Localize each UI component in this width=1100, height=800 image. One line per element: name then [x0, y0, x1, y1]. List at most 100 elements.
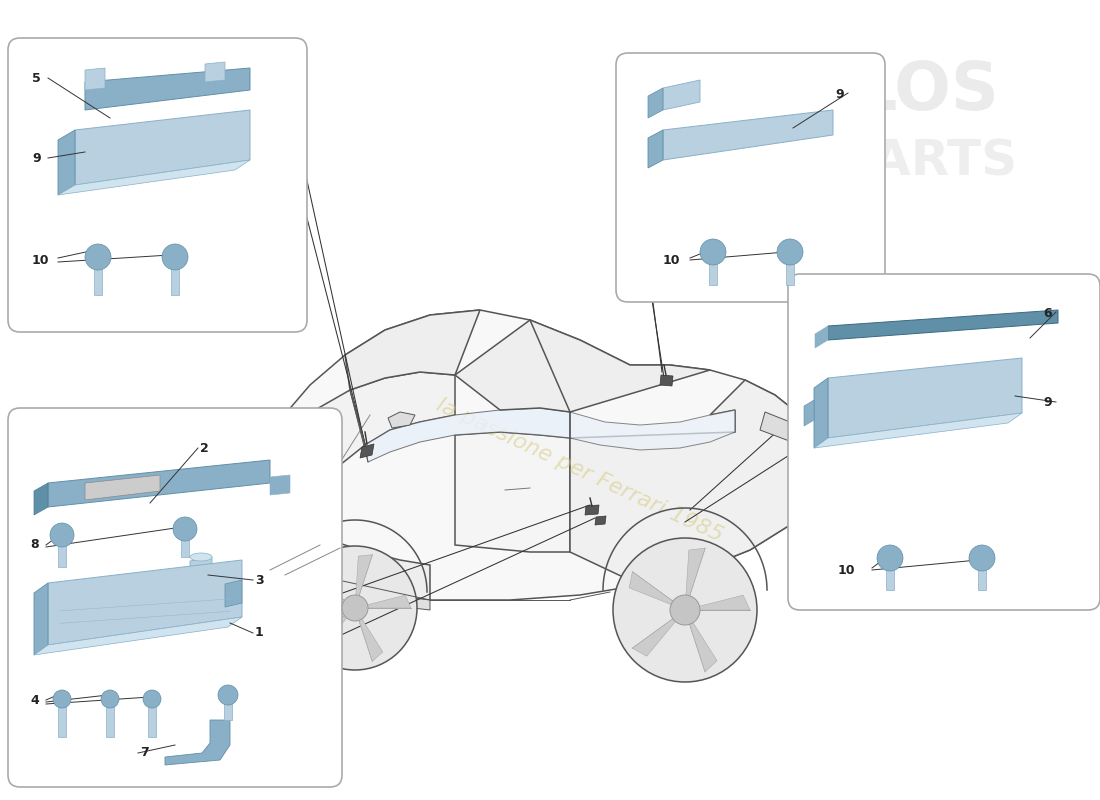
Polygon shape	[690, 622, 717, 672]
Polygon shape	[226, 580, 242, 607]
Circle shape	[293, 546, 417, 670]
Circle shape	[670, 595, 700, 625]
Polygon shape	[190, 557, 212, 587]
Polygon shape	[710, 252, 717, 285]
Text: 9: 9	[835, 89, 844, 102]
FancyBboxPatch shape	[788, 274, 1100, 610]
Polygon shape	[58, 699, 66, 737]
Polygon shape	[804, 400, 814, 426]
Text: 2: 2	[200, 442, 209, 454]
Polygon shape	[165, 720, 230, 765]
Text: 6: 6	[1043, 307, 1052, 321]
Circle shape	[613, 538, 757, 682]
Polygon shape	[58, 535, 66, 567]
Polygon shape	[255, 525, 430, 600]
FancyBboxPatch shape	[8, 38, 307, 332]
Polygon shape	[85, 475, 160, 500]
Polygon shape	[828, 310, 1058, 340]
Polygon shape	[310, 615, 348, 648]
Polygon shape	[455, 320, 710, 412]
Polygon shape	[366, 595, 411, 608]
Polygon shape	[359, 618, 383, 662]
Circle shape	[969, 545, 996, 571]
Polygon shape	[648, 88, 663, 118]
Polygon shape	[34, 483, 48, 515]
Ellipse shape	[190, 553, 212, 561]
Polygon shape	[360, 444, 374, 458]
Polygon shape	[106, 699, 114, 737]
Polygon shape	[632, 618, 676, 656]
Polygon shape	[629, 572, 673, 605]
Polygon shape	[814, 413, 1022, 448]
Polygon shape	[34, 583, 48, 655]
Text: LOS: LOS	[855, 58, 1000, 124]
Polygon shape	[570, 410, 735, 450]
Circle shape	[53, 690, 72, 708]
Polygon shape	[148, 699, 156, 737]
Polygon shape	[815, 326, 828, 348]
Polygon shape	[34, 617, 242, 655]
Polygon shape	[205, 62, 225, 82]
Polygon shape	[698, 595, 750, 610]
Polygon shape	[250, 310, 820, 600]
Text: 3: 3	[255, 574, 264, 586]
Polygon shape	[886, 558, 894, 590]
Polygon shape	[270, 475, 290, 495]
Polygon shape	[58, 160, 250, 195]
Text: 8: 8	[30, 538, 38, 551]
Polygon shape	[75, 110, 250, 185]
Polygon shape	[786, 252, 794, 285]
FancyBboxPatch shape	[616, 53, 886, 302]
Polygon shape	[345, 310, 480, 390]
Text: 10: 10	[32, 254, 50, 266]
Text: 4: 4	[30, 694, 38, 706]
Text: 10: 10	[838, 563, 856, 577]
Polygon shape	[585, 505, 600, 515]
Circle shape	[101, 690, 119, 708]
Text: 10: 10	[663, 254, 681, 266]
Polygon shape	[978, 558, 986, 590]
Polygon shape	[224, 695, 232, 720]
Polygon shape	[760, 412, 810, 445]
Circle shape	[342, 595, 369, 621]
Text: 1: 1	[255, 626, 264, 639]
Polygon shape	[828, 358, 1022, 438]
Text: PARTS: PARTS	[840, 137, 1018, 185]
Polygon shape	[252, 372, 455, 580]
Circle shape	[877, 545, 903, 571]
Polygon shape	[48, 560, 242, 645]
Polygon shape	[660, 375, 673, 386]
Polygon shape	[58, 130, 75, 195]
Circle shape	[162, 244, 188, 270]
Polygon shape	[307, 575, 345, 603]
Polygon shape	[814, 378, 828, 448]
Circle shape	[143, 690, 161, 708]
Polygon shape	[85, 68, 104, 90]
Polygon shape	[355, 554, 372, 597]
Polygon shape	[455, 432, 570, 552]
Polygon shape	[388, 412, 415, 428]
Text: 7: 7	[140, 746, 148, 759]
Text: 9: 9	[32, 151, 41, 165]
Text: 9: 9	[1043, 397, 1052, 410]
Circle shape	[700, 239, 726, 265]
Polygon shape	[258, 580, 430, 610]
Polygon shape	[686, 548, 705, 597]
Circle shape	[218, 685, 238, 705]
Polygon shape	[648, 130, 663, 168]
Polygon shape	[85, 68, 250, 110]
Circle shape	[50, 523, 74, 547]
Polygon shape	[94, 257, 102, 295]
Polygon shape	[595, 516, 606, 525]
Polygon shape	[170, 257, 179, 295]
Polygon shape	[48, 460, 270, 507]
Text: 5: 5	[32, 71, 41, 85]
Polygon shape	[570, 380, 820, 585]
Polygon shape	[182, 529, 189, 557]
Polygon shape	[365, 408, 570, 462]
Polygon shape	[663, 80, 700, 110]
Circle shape	[777, 239, 803, 265]
Circle shape	[173, 517, 197, 541]
Text: la passione per Ferrari 1985: la passione per Ferrari 1985	[433, 394, 726, 546]
Polygon shape	[663, 110, 833, 160]
